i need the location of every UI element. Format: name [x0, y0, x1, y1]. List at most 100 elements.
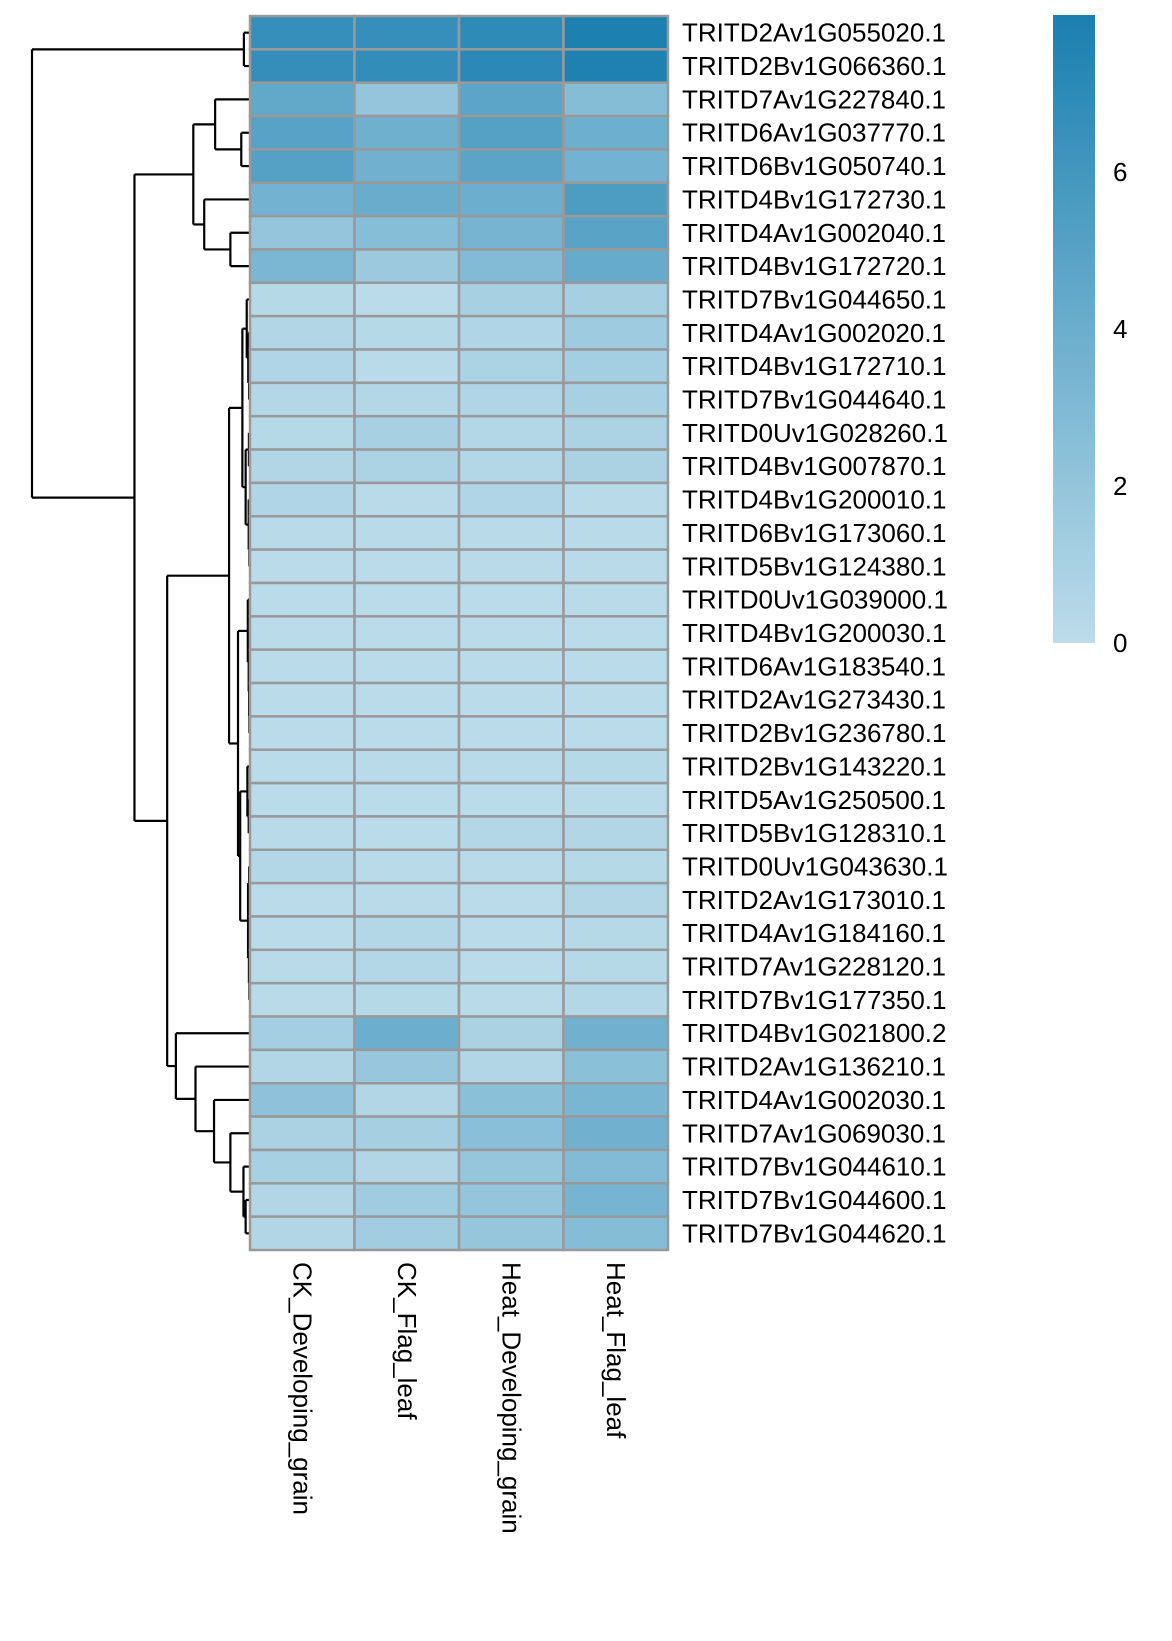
heatmap-cell	[457, 348, 565, 385]
heatmap-cell	[353, 1148, 461, 1185]
heatmap-cell	[457, 515, 565, 551]
heatmap-cell	[248, 214, 356, 251]
heatmap-cell	[457, 1115, 565, 1152]
heatmap-cell	[562, 948, 670, 985]
heatmap-cell	[353, 548, 461, 585]
heatmap-cell	[457, 281, 565, 318]
row-label: TRITD7Bv1G044640.1	[682, 385, 946, 415]
heatmap-cell	[457, 948, 565, 985]
heatmap-cell	[562, 1115, 670, 1152]
heatmap-cell	[248, 581, 356, 618]
heatmap-cell	[248, 1215, 356, 1252]
heatmap-cell	[457, 1015, 565, 1052]
heatmap-cell	[353, 748, 461, 785]
heatmap-cell	[457, 981, 565, 1018]
heatmap-cell	[457, 248, 565, 285]
heatmap-cell	[353, 448, 461, 485]
color-legend: 0 2 4 6	[1053, 15, 1127, 658]
heatmap-cell	[457, 81, 565, 118]
heatmap-cell	[248, 1115, 356, 1152]
heatmap-cell	[457, 648, 565, 685]
heatmap-cell	[248, 1182, 356, 1218]
heatmap-cell	[562, 915, 670, 952]
heatmap-cell	[457, 915, 565, 952]
row-label: TRITD6Av1G037770.1	[682, 118, 946, 148]
heatmap-cell	[562, 114, 670, 151]
heatmap-cell	[353, 81, 461, 118]
heatmap-cell	[457, 748, 565, 785]
heatmap-cell	[248, 248, 356, 285]
heatmap-cell	[457, 448, 565, 485]
row-label: TRITD7Av1G228120.1	[682, 952, 946, 982]
heatmap-cell	[562, 515, 670, 551]
heatmap-cell	[353, 248, 461, 285]
heatmap-cell	[248, 515, 356, 551]
heatmap-cell	[353, 214, 461, 251]
row-label: TRITD4Bv1G200010.1	[682, 485, 946, 515]
heatmap-cell	[248, 715, 356, 751]
row-label: TRITD4Av1G002030.1	[682, 1085, 946, 1115]
heatmap-cell	[457, 881, 565, 918]
row-label: TRITD4Bv1G172730.1	[682, 184, 946, 214]
heatmap-cell	[248, 648, 356, 685]
column-label: CK_Developing_grain	[287, 1262, 317, 1515]
heatmap-cell	[248, 981, 356, 1018]
heatmap-cell	[562, 1081, 670, 1118]
heatmap-cell	[457, 181, 565, 218]
heatmap-cell	[353, 1215, 461, 1252]
heatmap-cell	[562, 281, 670, 318]
heatmap-cell	[457, 815, 565, 852]
heatmap-cell	[248, 48, 356, 84]
row-label: TRITD4Bv1G007870.1	[682, 451, 946, 481]
heatmap-cell	[562, 1048, 670, 1085]
heatmap-cell	[562, 1015, 670, 1052]
row-label: TRITD0Uv1G039000.1	[682, 585, 948, 615]
heatmap-cell	[248, 114, 356, 151]
row-label: TRITD4Bv1G172710.1	[682, 351, 946, 381]
heatmap-cell	[562, 881, 670, 918]
heatmap-cell	[457, 1148, 565, 1185]
heatmap-cell	[248, 681, 356, 718]
heatmap-cell	[562, 781, 670, 818]
heatmap-cell	[457, 615, 565, 651]
heatmap-cell	[562, 848, 670, 885]
row-label: TRITD2Bv1G066360.1	[682, 51, 946, 81]
heatmap-cell	[353, 381, 461, 418]
heatmap-cell	[353, 1081, 461, 1118]
column-labels: CK_Developing_grain CK_Flag_leaf Heat_Deve…	[287, 1262, 631, 1534]
heatmap-cell	[353, 48, 461, 84]
row-label: TRITD5Av1G250500.1	[682, 785, 946, 815]
heatmap-cell	[248, 815, 356, 852]
row-label: TRITD2Av1G273430.1	[682, 685, 946, 715]
heatmap-cell	[248, 181, 356, 218]
heatmap-cell	[562, 615, 670, 651]
heatmap-cell	[353, 848, 461, 885]
heatmap-cell	[562, 748, 670, 785]
heatmap-cell	[457, 781, 565, 818]
heatmap-cell	[353, 648, 461, 685]
row-label: TRITD7Bv1G044600.1	[682, 1185, 946, 1215]
row-label: TRITD7Av1G069030.1	[682, 1118, 946, 1148]
row-label: TRITD2Bv1G143220.1	[682, 751, 946, 781]
heatmap-cell	[353, 715, 461, 751]
row-label: TRITD4Bv1G200030.1	[682, 618, 946, 648]
heatmap-cell	[353, 948, 461, 985]
heatmap-cell	[457, 481, 565, 518]
heatmap-cell	[562, 214, 670, 251]
heatmap-cell	[248, 848, 356, 885]
row-label: TRITD4Av1G002040.1	[682, 218, 946, 248]
heatmap-cell	[457, 381, 565, 418]
row-label: TRITD0Uv1G028260.1	[682, 418, 948, 448]
legend-tick-label: 6	[1113, 157, 1127, 187]
legend-colorbar	[1053, 15, 1095, 643]
heatmap-cell	[562, 181, 670, 218]
heatmap-cell	[562, 715, 670, 751]
heatmap-cell	[353, 1115, 461, 1152]
heatmap-cell	[562, 481, 670, 518]
heatmap-cell	[457, 148, 565, 185]
heatmap-cell	[248, 615, 356, 651]
heatmap-cell	[353, 615, 461, 651]
row-labels: TRITD2Av1G055020.1TRITD2Bv1G066360.1TRIT…	[682, 18, 948, 1249]
row-label: TRITD6Bv1G050740.1	[682, 151, 946, 181]
heatmap-cell	[248, 948, 356, 985]
